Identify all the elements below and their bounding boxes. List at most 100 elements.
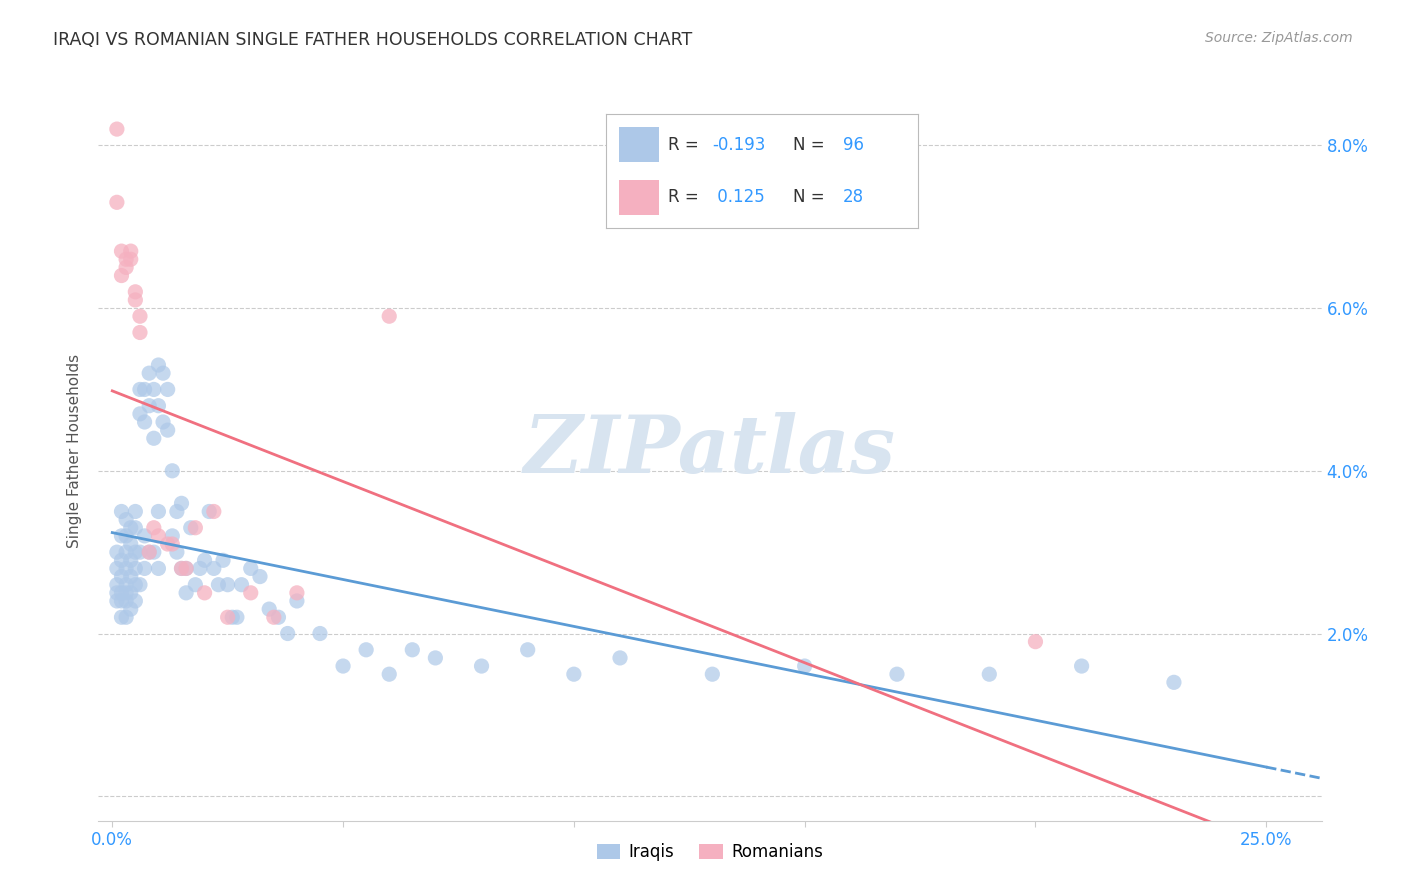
Point [1024,634,1046,648]
Point [609,651,631,665]
Point [142,521,165,535]
Point [105,122,128,136]
Point [115,545,138,559]
Point [239,586,262,600]
Point [702,667,724,681]
Point [174,586,197,600]
Point [120,521,142,535]
Point [138,399,160,413]
Point [285,586,308,600]
Point [142,431,165,445]
Point [115,577,138,591]
Point [166,504,188,518]
Point [401,642,423,657]
Point [267,610,290,624]
Point [202,561,225,575]
Text: ZIPatlas: ZIPatlas [524,412,896,489]
Point [115,252,138,267]
Point [156,383,179,397]
Point [134,529,156,543]
Point [115,594,138,608]
Point [257,602,280,616]
Point [110,586,132,600]
Point [115,513,138,527]
Point [1163,675,1185,690]
Point [170,561,193,575]
Point [110,553,132,567]
Point [124,293,146,307]
Point [105,577,128,591]
Point [162,537,184,551]
Point [170,561,193,575]
Point [138,545,160,559]
Point [120,252,142,267]
Point [110,268,132,283]
Text: IRAQI VS ROMANIAN SINGLE FATHER HOUSEHOLDS CORRELATION CHART: IRAQI VS ROMANIAN SINGLE FATHER HOUSEHOL… [53,31,693,49]
Point [162,529,184,543]
Y-axis label: Single Father Households: Single Father Households [67,353,83,548]
Point [138,545,160,559]
Point [1070,659,1092,673]
Point [156,423,179,437]
Point [263,610,285,624]
Point [110,244,132,259]
Point [309,626,332,640]
Point [124,545,146,559]
Point [184,577,207,591]
Point [354,642,377,657]
Point [105,594,128,608]
Point [142,545,165,559]
Point [156,537,179,551]
Point [239,561,262,575]
Point [170,496,193,510]
Point [110,529,132,543]
Point [115,586,138,600]
Point [425,651,447,665]
Point [378,667,401,681]
Point [202,504,225,518]
Point [180,521,202,535]
Point [105,586,128,600]
Point [148,358,170,372]
Point [166,545,188,559]
Point [194,553,217,567]
Point [105,545,128,559]
Text: Source: ZipAtlas.com: Source: ZipAtlas.com [1205,31,1353,45]
Point [120,553,142,567]
Point [793,659,815,673]
Point [198,504,221,518]
Point [886,667,908,681]
Point [148,561,170,575]
Point [124,285,146,299]
Point [142,383,165,397]
Point [115,561,138,575]
Point [124,521,146,535]
Point [979,667,1001,681]
Point [470,659,492,673]
Point [124,577,146,591]
Point [221,610,243,624]
Point [277,626,299,640]
Point [115,529,138,543]
Point [225,610,247,624]
Point [212,553,235,567]
Point [148,529,170,543]
Point [332,659,354,673]
Point [129,310,152,324]
Point [120,569,142,583]
Point [129,545,152,559]
Point [148,399,170,413]
Point [188,561,211,575]
Point [148,504,170,518]
Point [124,504,146,518]
Point [105,561,128,575]
Point [129,407,152,421]
Point [174,561,197,575]
Point [134,561,156,575]
Point [120,244,142,259]
Point [217,577,239,591]
Point [110,569,132,583]
Point [129,326,152,340]
Point [378,310,401,324]
Point [120,537,142,551]
